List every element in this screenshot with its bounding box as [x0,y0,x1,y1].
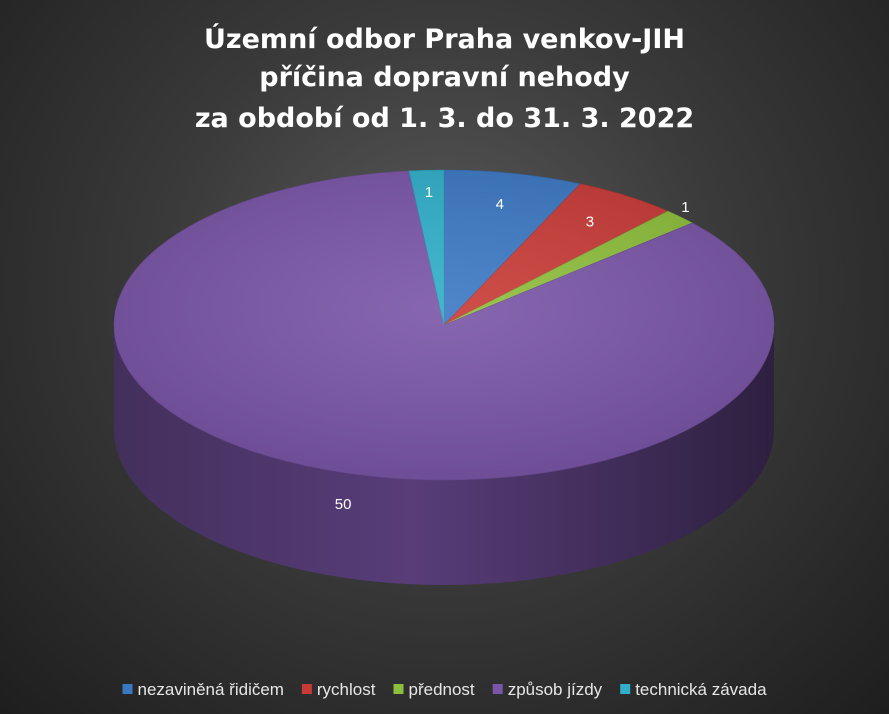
data-label-rychlost: 3 [586,214,594,231]
chart-title-line-2: příčina dopravní nehody [259,62,630,93]
data-label-zpusob-jizdy: 50 [335,496,352,513]
legend-label-rychlost: rychlost [317,680,376,699]
legend-swatch-rychlost [301,684,312,694]
data-label-technicka-zavada: 1 [425,184,433,201]
legend: nezaviněná řidičem rychlost přednost způsob… [122,680,767,699]
legend-swatch-technicka-zavada [620,684,631,694]
legend-label-zpusob-jizdy: způsob jízdy [508,680,603,699]
legend-swatch-prednost [393,684,404,694]
legend-label-nezavinena-ridicem: nezaviněná řidičem [138,680,284,699]
chart-title-line-3: za období od 1. 3. do 31. 3. 2022 [195,103,694,134]
pie-side-zpusob-jizdy [114,325,774,585]
data-labels: 4 3 1 50 1 [335,184,690,513]
legend-label-technicka-zavada: technická závada [635,680,767,699]
legend-label-prednost: přednost [409,680,475,699]
legend-item-prednost: přednost [393,680,475,699]
chart-title-line-1: Územní odbor Praha venkov-JIH [204,23,685,55]
legend-swatch-nezavinena-ridicem [122,684,133,694]
legend-item-nezavinena-ridicem: nezaviněná řidičem [122,680,284,699]
data-label-prednost: 1 [681,199,689,216]
pie-slices [113,169,775,481]
legend-item-zpusob-jizdy: způsob jízdy [492,680,603,699]
legend-item-technicka-zavada: technická závada [620,680,767,699]
data-label-nezavinena-ridicem: 4 [496,196,504,213]
legend-swatch-zpusob-jizdy [492,684,503,694]
legend-item-rychlost: rychlost [301,680,376,699]
pie-side-walls [114,325,774,585]
chart-title: Územní odbor Praha venkov-JIH příčina do… [195,23,694,134]
